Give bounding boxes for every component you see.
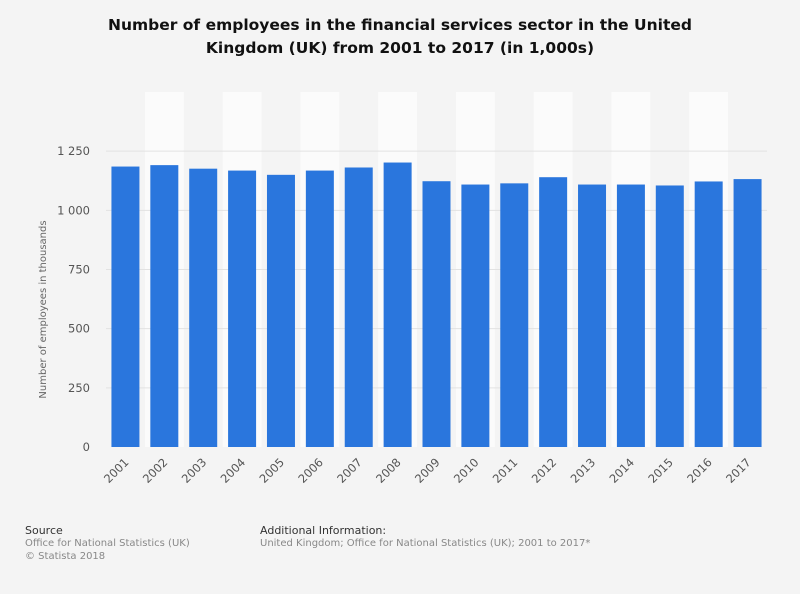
footer-source: Source Office for National Statistics (U… — [25, 524, 190, 563]
footer-additional-info: Additional Information: United Kingdom; … — [260, 524, 590, 550]
y-tick-label: 750 — [68, 263, 90, 277]
source-heading: Source — [25, 524, 63, 537]
y-axis-label: Number of employees in thousands — [38, 220, 49, 398]
y-tick-label: 1 250 — [57, 144, 90, 158]
bar-2006 — [305, 170, 334, 447]
bar-2011 — [500, 183, 529, 447]
chart-title-line-2: Kingdom (UK) from 2001 to 2017 (in 1,000… — [205, 39, 595, 57]
bar-2012 — [539, 177, 568, 447]
x-tick-label: 2002 — [140, 455, 171, 486]
x-tick-label: 2006 — [295, 455, 326, 486]
x-tick-label: 2013 — [568, 455, 599, 486]
bar-2003 — [189, 168, 218, 447]
x-tick-label: 2008 — [373, 455, 404, 486]
bar-2002 — [150, 165, 179, 447]
x-tick-label: 2011 — [490, 455, 521, 486]
y-tick-label: 0 — [83, 440, 90, 454]
bar-2007 — [344, 167, 373, 447]
bars — [111, 162, 762, 448]
bar-2001 — [111, 166, 140, 448]
y-tick-label: 250 — [68, 381, 90, 395]
x-tick-label: 2015 — [645, 455, 676, 486]
bar-2014 — [616, 184, 645, 447]
y-axis-ticks: 0 250 500 750 1 000 1 250 — [57, 144, 90, 454]
bar-2009 — [422, 181, 451, 447]
x-tick-label: 2017 — [723, 455, 754, 486]
bar-2013 — [578, 184, 607, 447]
chart-title-line-1: Number of employees in the financial ser… — [107, 16, 693, 34]
bar-2008 — [383, 162, 412, 447]
bar-2004 — [228, 170, 257, 447]
bar-2010 — [461, 184, 490, 447]
source-line-1: Office for National Statistics (UK) — [25, 538, 190, 549]
bar-2005 — [266, 174, 295, 448]
x-tick-label: 2003 — [179, 455, 210, 486]
x-tick-label: 2007 — [334, 455, 365, 486]
x-tick-label: 2001 — [101, 455, 132, 486]
y-tick-label: 500 — [68, 322, 90, 336]
bar-2017 — [733, 179, 762, 448]
x-tick-label: 2012 — [529, 455, 560, 486]
additional-info-heading: Additional Information: — [260, 524, 387, 537]
x-tick-label: 2005 — [256, 455, 287, 486]
source-line-2: © Statista 2018 — [25, 551, 106, 562]
x-axis-ticks: 2001 2002 2003 2004 2005 2006 2007 2008 2009 2010… — [101, 455, 754, 486]
x-tick-label: 2010 — [451, 455, 482, 486]
chart-title: Number of employees in the financial ser… — [40, 14, 760, 60]
y-tick-label: 1 000 — [57, 203, 90, 217]
bar-2016 — [694, 181, 723, 447]
x-tick-label: 2014 — [606, 455, 637, 486]
additional-info-text: United Kingdom; Office for National Stat… — [260, 538, 591, 549]
x-tick-label: 2004 — [218, 455, 249, 486]
x-tick-label: 2009 — [412, 455, 443, 486]
x-tick-label: 2016 — [684, 455, 715, 486]
bar-2015 — [655, 185, 684, 447]
